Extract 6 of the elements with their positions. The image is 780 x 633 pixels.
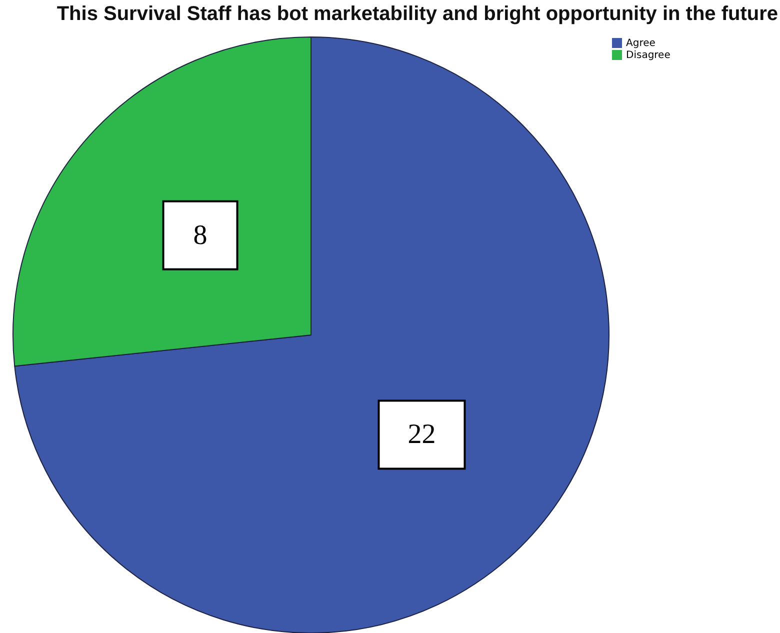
data-label: 22 bbox=[408, 419, 436, 450]
pie-slice bbox=[14, 36, 610, 633]
legend-label: Disagree bbox=[626, 50, 670, 61]
data-label: 8 bbox=[193, 220, 208, 251]
chart-title: This Survival Staff has bot marketability and bright opportunity in the future bbox=[56, 3, 778, 26]
legend-label: Agree bbox=[626, 38, 656, 49]
